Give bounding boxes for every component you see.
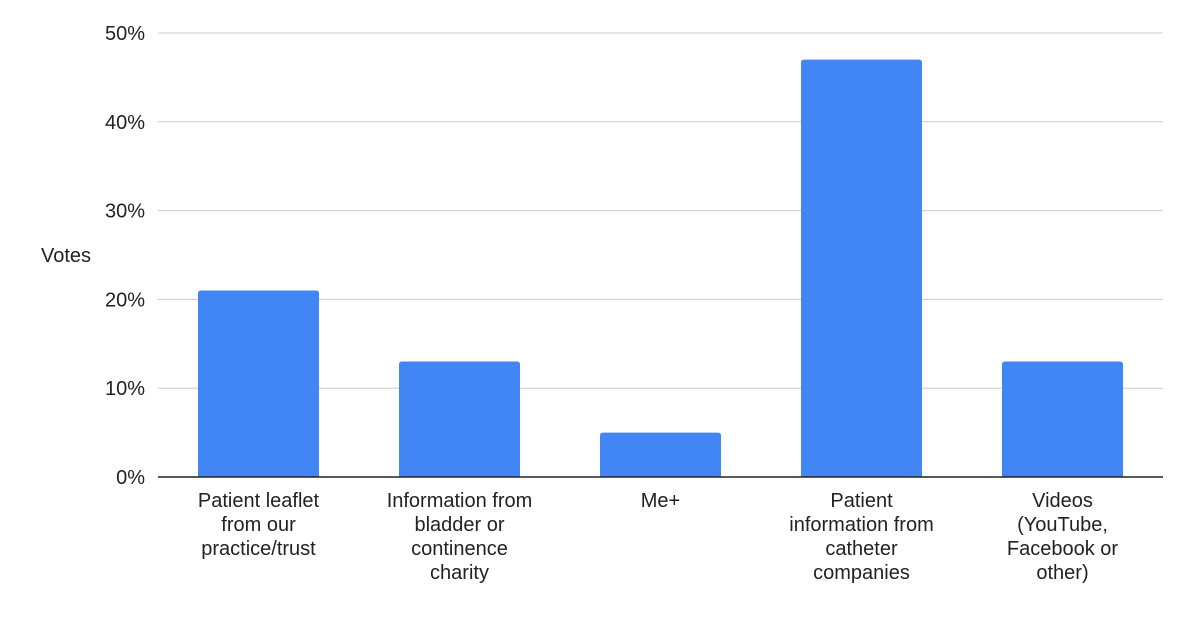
y-tick-label: 20% [105,289,145,311]
x-category-label: Videos (YouTube, Facebook or other) [1007,490,1119,584]
x-category-label: Patient leaflet from our practice/trust [198,490,320,560]
y-tick-label: 50% [105,23,145,45]
y-tick-label: 10% [105,378,145,400]
y-tick-label: 40% [105,112,145,134]
bar-1 [198,290,319,477]
y-tick-labels: 0% 10% 20% 30% 40% 50% [105,23,145,489]
bar-5 [1002,361,1123,477]
bar-2 [399,361,520,477]
y-axis-title: Votes [41,245,91,267]
y-tick-label: 30% [105,201,145,223]
bars [198,59,1123,477]
bar-3 [600,432,721,477]
bar-4 [801,59,922,477]
x-category-labels: Patient leaflet from our practice/trust Inf… [198,490,1119,584]
y-tick-label: 0% [116,467,145,489]
x-category-label: Information from bladder or continence char… [387,490,533,584]
gridlines [158,32,1163,389]
x-category-label: Me+ [641,490,680,512]
x-category-label: Patient information from catheter companies [789,490,934,584]
